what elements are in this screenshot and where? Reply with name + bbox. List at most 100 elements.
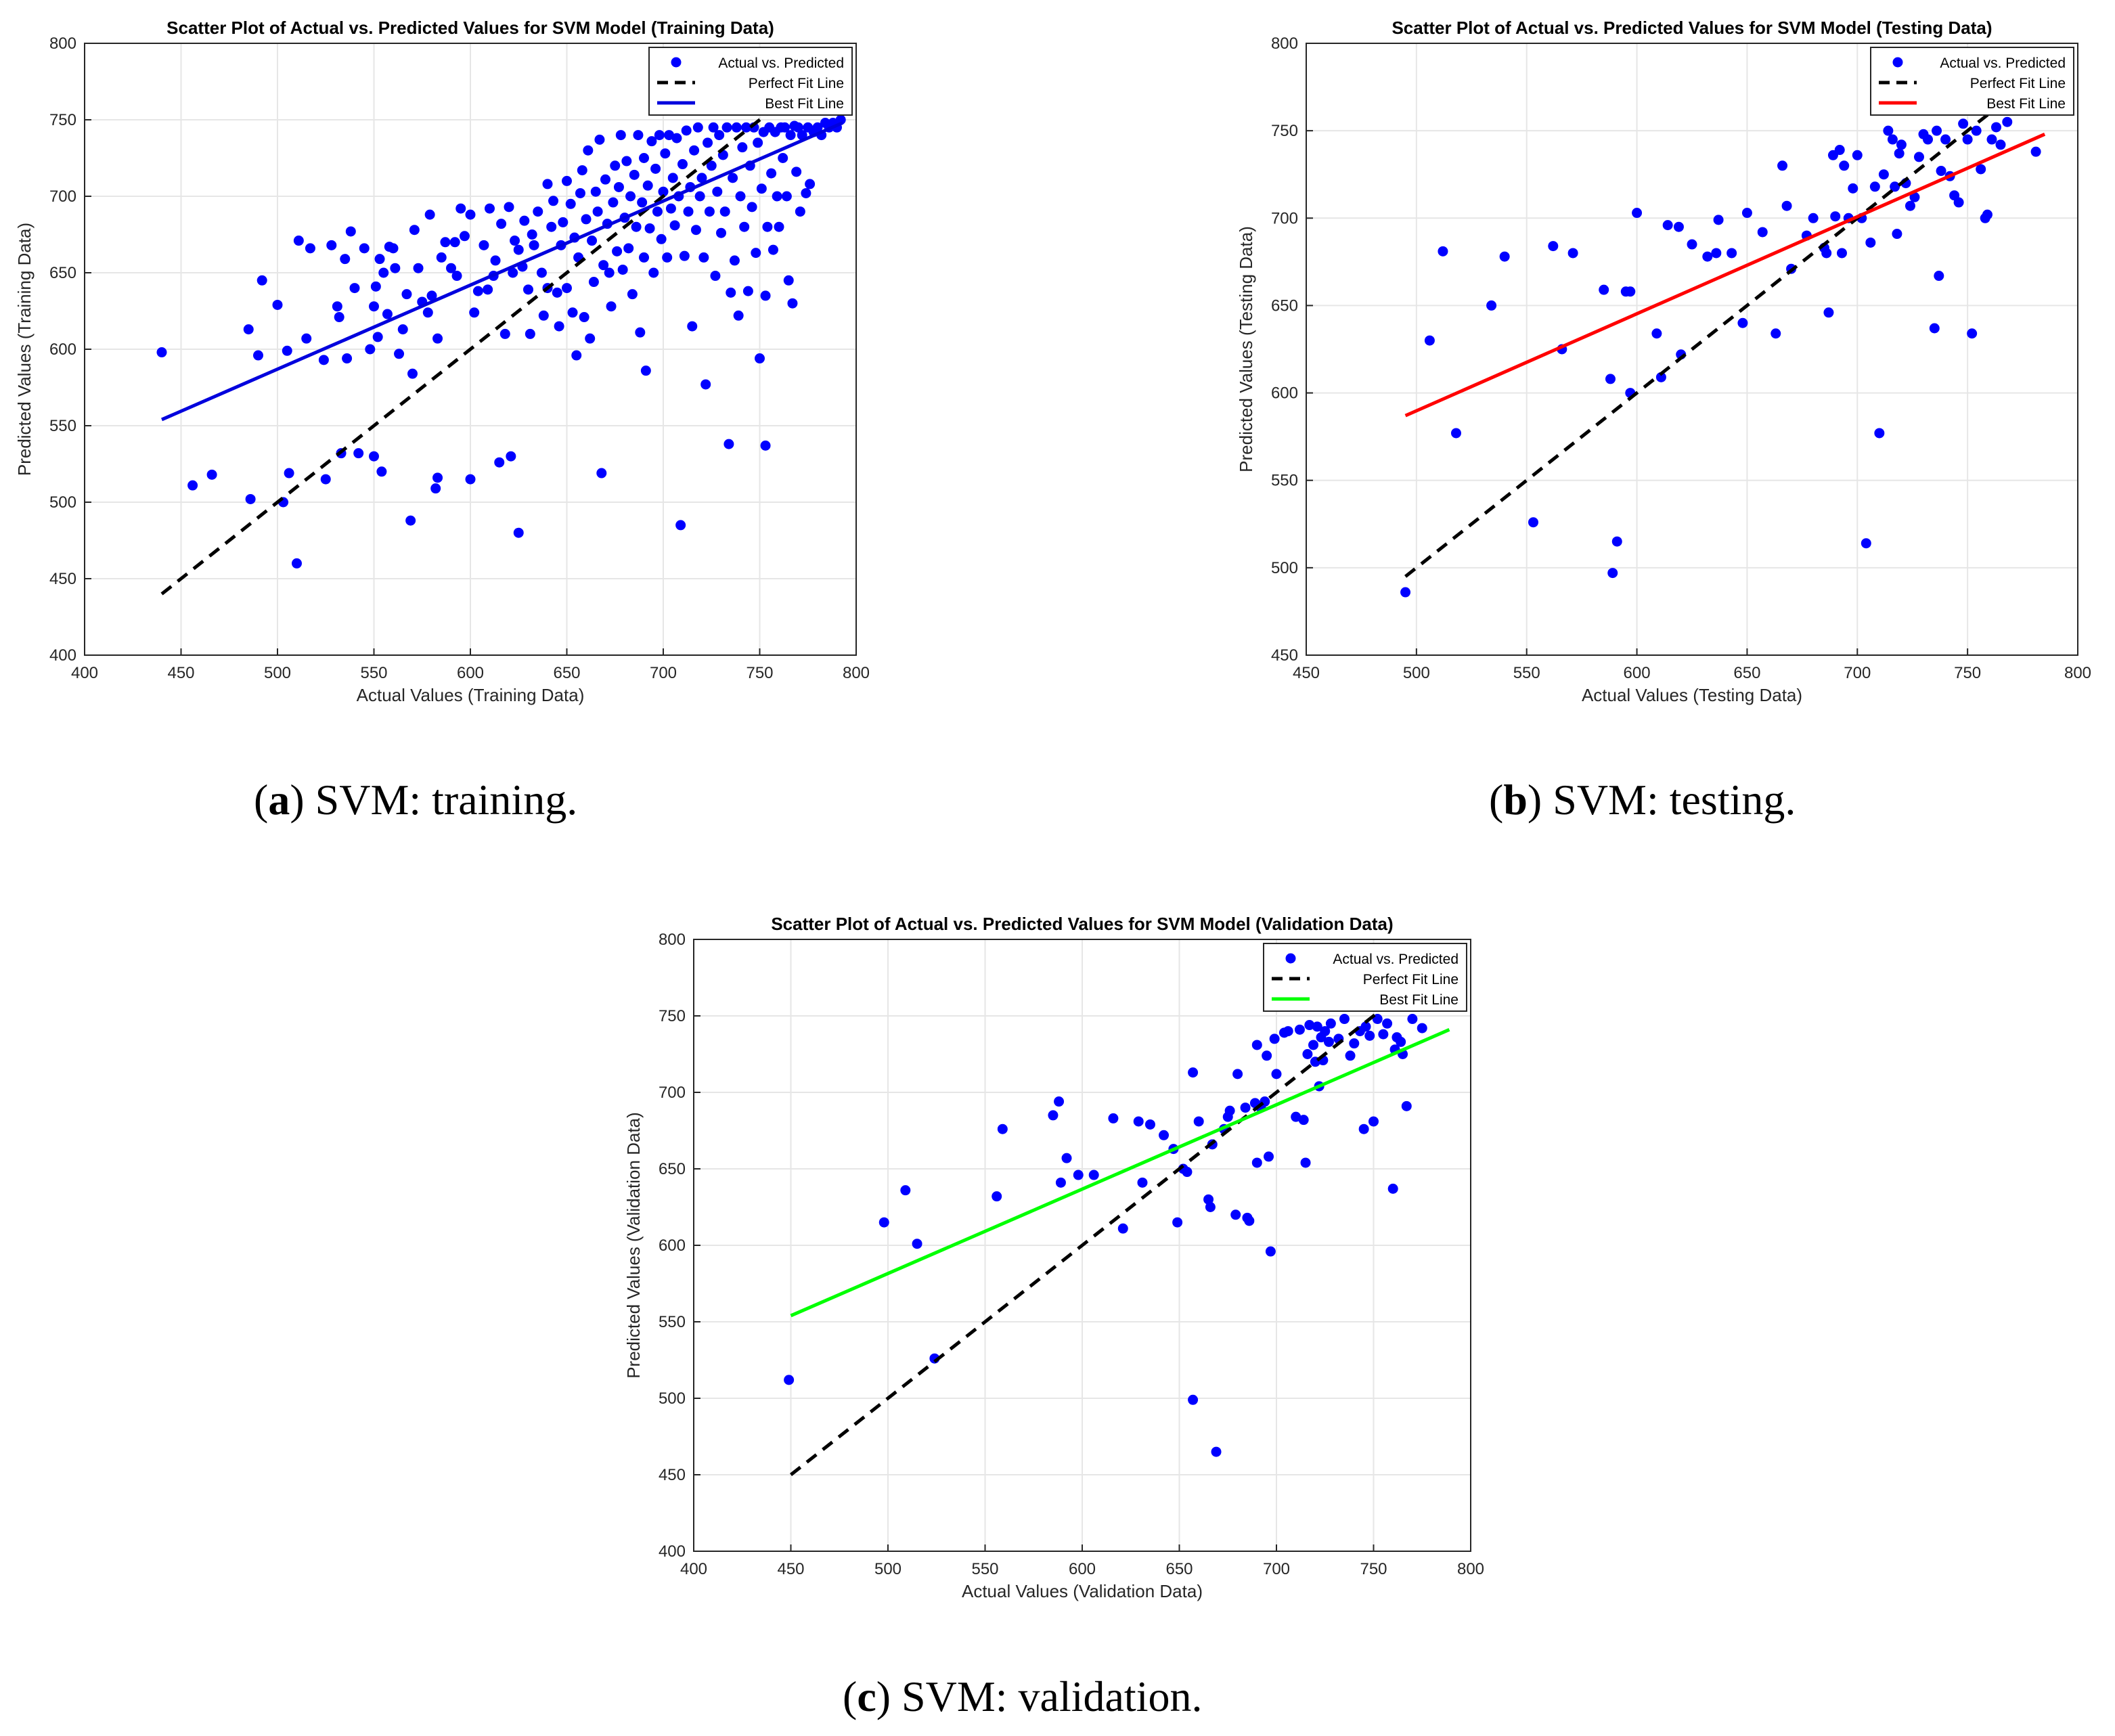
data-point xyxy=(729,255,740,266)
data-point xyxy=(1182,1167,1193,1178)
x-tick-label: 800 xyxy=(843,664,870,682)
data-point xyxy=(679,250,690,261)
data-point xyxy=(1548,241,1559,252)
legend-label: Actual vs. Predicted xyxy=(1333,952,1459,967)
data-point xyxy=(2030,146,2041,157)
data-point xyxy=(1407,1014,1418,1025)
data-point xyxy=(1211,1446,1222,1457)
y-tick-label: 650 xyxy=(659,1160,686,1178)
data-point xyxy=(772,191,782,202)
data-point xyxy=(692,122,703,133)
data-point xyxy=(1400,587,1411,598)
data-point xyxy=(533,206,543,217)
data-point xyxy=(774,221,784,232)
data-point xyxy=(760,440,771,451)
data-point xyxy=(1737,317,1748,328)
data-point xyxy=(1953,197,1964,208)
data-point xyxy=(1982,209,1992,220)
data-point xyxy=(1878,169,1889,180)
legend: Actual vs. Predicted Perfect Fit Line Best… xyxy=(1263,943,1467,1012)
data-point xyxy=(1486,300,1497,311)
x-tick-label: 700 xyxy=(650,664,677,682)
x-tick-label: 400 xyxy=(71,664,98,682)
data-point xyxy=(585,333,596,344)
data-point xyxy=(1054,1096,1065,1107)
data-point xyxy=(432,472,443,483)
panel-training: 400 450 500 550 600 650 700 750 800 400 450 500 550 6… xyxy=(0,0,873,717)
data-point xyxy=(483,284,493,295)
data-point xyxy=(737,142,748,153)
data-point xyxy=(606,301,617,312)
data-point xyxy=(588,277,599,288)
legend: Actual vs. Predicted Perfect Fit Line Best… xyxy=(1870,47,2074,116)
panel-validation: 400 450 500 550 600 650 700 750 800 400 450 500 550 6… xyxy=(609,900,1489,1618)
data-point xyxy=(642,180,653,191)
data-point xyxy=(536,267,547,278)
data-point xyxy=(436,252,447,263)
caption-letter: a xyxy=(268,776,290,824)
legend: Actual vs. Predicted Perfect Fit Line Best… xyxy=(648,47,853,116)
data-point xyxy=(1133,1116,1144,1127)
data-point xyxy=(625,191,636,202)
x-tick-label: 650 xyxy=(553,664,580,682)
data-point xyxy=(1929,323,1940,334)
data-point xyxy=(1894,148,1905,159)
data-point xyxy=(710,271,721,282)
data-point xyxy=(1823,307,1834,318)
data-point xyxy=(1345,1050,1356,1061)
data-point xyxy=(187,480,198,491)
data-point xyxy=(253,350,263,361)
data-point xyxy=(1936,166,1946,177)
data-point xyxy=(1061,1153,1072,1163)
data-point xyxy=(1861,538,1871,549)
data-point xyxy=(332,301,342,312)
data-point xyxy=(320,474,331,485)
data-point xyxy=(801,187,811,198)
data-point xyxy=(1986,134,1997,145)
data-point xyxy=(301,333,312,344)
data-point xyxy=(1883,125,1894,136)
data-point xyxy=(342,353,353,364)
data-point xyxy=(658,186,669,197)
data-point xyxy=(284,468,294,478)
data-point xyxy=(1244,1216,1255,1226)
data-point xyxy=(1262,1050,1272,1061)
data-point xyxy=(835,114,846,125)
data-point xyxy=(644,223,655,233)
data-point xyxy=(1687,239,1697,250)
data-point xyxy=(282,345,292,356)
data-point xyxy=(795,206,805,217)
y-tick-label: 600 xyxy=(49,340,76,359)
data-point xyxy=(708,122,719,133)
data-point xyxy=(405,515,416,526)
data-point xyxy=(780,122,791,133)
legend-label: Actual vs. Predicted xyxy=(718,55,844,71)
data-point xyxy=(349,283,360,294)
data-point xyxy=(1298,1115,1309,1126)
data-point xyxy=(1323,1036,1334,1047)
chart-title: Scatter Plot of Actual vs. Predicted Val… xyxy=(1392,18,1992,38)
data-point xyxy=(519,215,530,226)
data-point xyxy=(469,307,480,318)
data-point xyxy=(397,324,408,335)
data-point xyxy=(781,191,792,202)
chart-testing: 450 500 550 600 650 700 750 800 450 500 550 600 650 7… xyxy=(1236,18,2091,705)
data-point xyxy=(1887,134,1898,145)
data-point xyxy=(1339,1014,1350,1025)
data-point xyxy=(374,254,385,265)
data-point xyxy=(1971,125,1982,136)
data-point xyxy=(382,309,393,319)
data-point xyxy=(365,344,376,355)
data-point xyxy=(1655,372,1666,382)
data-point xyxy=(664,130,675,141)
data-point xyxy=(1896,139,1907,150)
data-point xyxy=(554,321,564,332)
data-point xyxy=(755,353,765,364)
data-point xyxy=(1757,227,1768,238)
data-point xyxy=(1193,1116,1204,1127)
best-fit-line xyxy=(790,1028,1450,1318)
data-point xyxy=(245,493,256,504)
chart-title: Scatter Plot of Actual vs. Predicted Val… xyxy=(771,914,1393,934)
y-tick-label: 450 xyxy=(659,1466,686,1484)
data-point xyxy=(793,122,803,133)
